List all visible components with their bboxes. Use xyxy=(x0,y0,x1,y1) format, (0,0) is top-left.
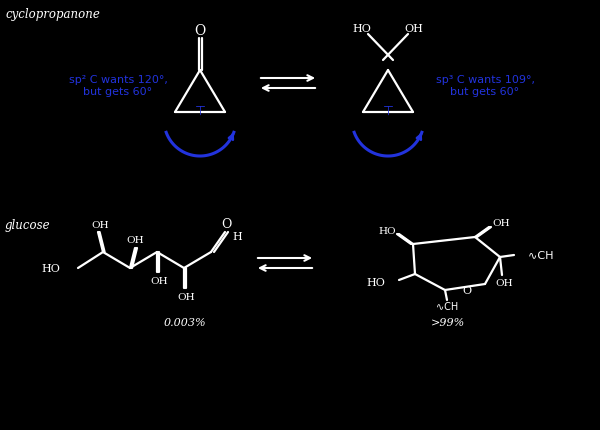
Text: OH: OH xyxy=(91,220,109,229)
Text: OH: OH xyxy=(404,24,424,34)
Text: ⊤: ⊤ xyxy=(383,104,394,117)
Text: HO: HO xyxy=(366,277,385,287)
Text: O: O xyxy=(463,286,472,295)
Text: >99%: >99% xyxy=(431,317,465,327)
Text: 0.003%: 0.003% xyxy=(164,317,206,327)
Text: HO: HO xyxy=(353,24,371,34)
Text: ∿​CH: ∿​CH xyxy=(436,301,458,311)
Text: glucose: glucose xyxy=(5,218,50,231)
Text: sp² C wants 120°,
but gets 60°: sp² C wants 120°, but gets 60° xyxy=(68,75,167,97)
Text: H: H xyxy=(232,231,242,241)
Text: OH: OH xyxy=(126,236,144,245)
Text: OH: OH xyxy=(492,219,510,228)
Text: sp³ C wants 109°,
but gets 60°: sp³ C wants 109°, but gets 60° xyxy=(436,75,535,97)
Text: OH: OH xyxy=(495,279,513,288)
Text: cyclopropanone: cyclopropanone xyxy=(5,8,100,21)
Text: OH: OH xyxy=(150,276,168,285)
Text: ∿​CH: ∿​CH xyxy=(528,250,554,261)
Text: ⊤: ⊤ xyxy=(194,104,205,117)
Text: HO: HO xyxy=(378,226,396,235)
Text: HO: HO xyxy=(41,264,60,273)
Text: O: O xyxy=(194,24,206,38)
Text: OH: OH xyxy=(177,292,195,301)
Text: O: O xyxy=(221,218,231,231)
